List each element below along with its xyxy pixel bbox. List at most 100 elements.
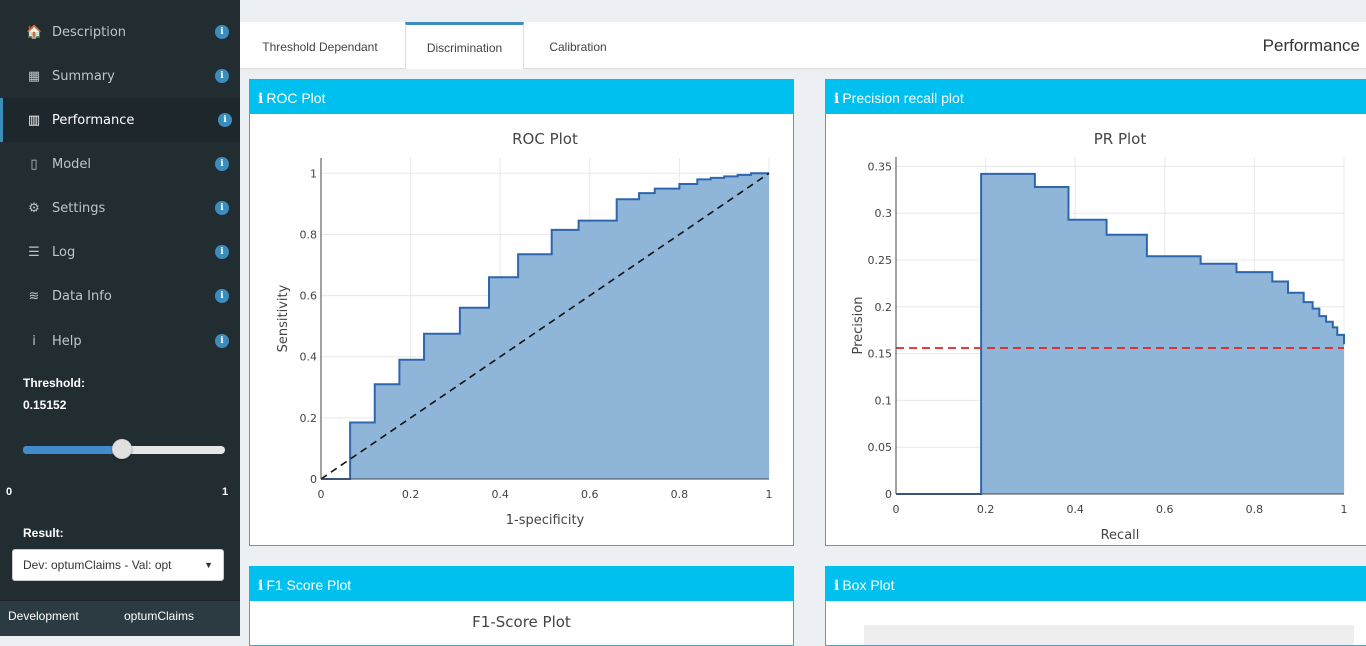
threshold-slider-fill bbox=[23, 446, 122, 454]
y-tick-label: 0.4 bbox=[300, 351, 318, 364]
box-plot-box-title: Box Plot bbox=[842, 577, 895, 593]
y-axis-label: Sensitivity bbox=[276, 284, 291, 352]
y-axis-label: Precision bbox=[851, 296, 866, 354]
pr-chart: PR Plot 0 0.2 0.4 0.6 0.8 1 0 0.05 0.1 0.15 0.2 0.25… bbox=[851, 130, 1348, 543]
sidebar-item-log[interactable]: ☰ Log i bbox=[0, 230, 240, 274]
sidebar-item-label: Description bbox=[52, 24, 127, 40]
box-plot-box: i Box Plot bbox=[825, 566, 1366, 646]
info-icon[interactable]: i bbox=[215, 157, 229, 171]
sidebar-item-label: Model bbox=[52, 156, 92, 172]
x-tick-label: 1 bbox=[766, 488, 773, 501]
chart-title: PR Plot bbox=[1094, 130, 1147, 148]
x-tick-label: 0.2 bbox=[402, 488, 420, 501]
sidebar-item-model[interactable]: ▯ Model i bbox=[0, 142, 240, 186]
info-icon: i bbox=[32, 333, 36, 349]
info-icon[interactable]: i bbox=[215, 289, 229, 303]
x-tick-label: 0 bbox=[318, 488, 325, 501]
y-tick-label: 0.1 bbox=[875, 394, 893, 407]
info-icon[interactable]: i bbox=[258, 578, 264, 594]
bottom-label-development: Development bbox=[8, 609, 79, 623]
y-tick-label: 0 bbox=[885, 488, 892, 501]
bottom-label-database: optumClaims bbox=[124, 609, 195, 623]
info-icon[interactable]: i bbox=[215, 334, 229, 348]
database-icon: ≋ bbox=[28, 288, 40, 304]
box-plot-area bbox=[864, 625, 1354, 645]
x-tick-label: 0.6 bbox=[581, 488, 599, 501]
sidebar-item-label: Settings bbox=[52, 200, 106, 216]
x-axis-label: Recall bbox=[1101, 528, 1140, 543]
f1-plot-box-title: F1 Score Plot bbox=[266, 577, 352, 593]
pr-plot-box-title: Precision recall plot bbox=[842, 90, 964, 106]
sidebar-item-settings[interactable]: ⚙ Settings i bbox=[0, 186, 240, 230]
x-tick-label: 0.8 bbox=[1246, 503, 1264, 516]
slider-min-label: 0 bbox=[6, 486, 13, 498]
x-tick-label: 0.4 bbox=[1066, 503, 1084, 516]
y-tick-label: 0.2 bbox=[300, 412, 318, 425]
bar-chart-icon: ▥ bbox=[27, 112, 41, 128]
result-label: Result: bbox=[23, 526, 64, 540]
caret-down-icon: ▼ bbox=[204, 560, 213, 570]
roc-chart: ROC Plot 0 0.2 0.4 0.6 0.8 1 0 0.2 0.4 0.6 0.8 1 1-sp… bbox=[276, 130, 773, 528]
sidebar-item-label: Log bbox=[52, 244, 76, 260]
threshold-value: 0.15152 bbox=[23, 398, 67, 412]
y-tick-label: 0.2 bbox=[875, 301, 893, 314]
slider-max-label: 1 bbox=[222, 486, 229, 498]
clipboard-icon: ▯ bbox=[30, 156, 38, 172]
info-icon[interactable]: i bbox=[834, 578, 840, 594]
info-icon[interactable]: i bbox=[215, 69, 229, 83]
x-tick-label: 0 bbox=[893, 503, 900, 516]
sidebar-item-performance[interactable]: ▥ Performance i bbox=[0, 98, 240, 142]
list-icon: ☰ bbox=[28, 244, 40, 260]
y-tick-label: 0.15 bbox=[868, 348, 893, 361]
sidebar-item-summary[interactable]: ▦ Summary i bbox=[0, 54, 240, 98]
x-tick-label: 0.8 bbox=[671, 488, 689, 501]
tab-threshold-dependant[interactable]: Threshold Dependant bbox=[262, 40, 378, 54]
sidebar-item-label: Data Info bbox=[52, 288, 112, 304]
roc-plot-box: i ROC Plot ROC Plot 0 0.2 0.4 0.6 0.8 1 0 0.2 0.4 0… bbox=[249, 79, 794, 546]
y-tick-label: 0 bbox=[310, 473, 317, 486]
page-title: Performance bbox=[1262, 36, 1360, 55]
sidebar-item-description[interactable]: 🏠 Description i bbox=[0, 10, 240, 54]
chart-title: ROC Plot bbox=[512, 130, 578, 148]
threshold-slider-handle[interactable] bbox=[111, 439, 132, 459]
home-icon: 🏠 bbox=[26, 24, 43, 40]
x-tick-label: 0.4 bbox=[491, 488, 509, 501]
threshold-label: Threshold: bbox=[23, 376, 85, 390]
info-icon[interactable]: i bbox=[218, 113, 232, 127]
tab-calibration[interactable]: Calibration bbox=[549, 40, 607, 54]
info-icon[interactable]: i bbox=[215, 245, 229, 259]
x-tick-label: 0.6 bbox=[1156, 503, 1174, 516]
y-tick-label: 0.3 bbox=[875, 207, 893, 220]
sidebar-item-label: Performance bbox=[52, 112, 135, 128]
info-icon[interactable]: i bbox=[215, 25, 229, 39]
series-line bbox=[321, 172, 769, 480]
y-tick-label: 0.25 bbox=[868, 254, 893, 267]
y-tick-label: 0.05 bbox=[868, 441, 893, 454]
gear-icon: ⚙ bbox=[28, 200, 40, 216]
x-axis-label: 1-specificity bbox=[506, 513, 585, 528]
sidebar-item-label: Help bbox=[52, 333, 82, 349]
box-plot-box-header: i Box Plot bbox=[826, 567, 1366, 601]
pr-plot-box-header: i Precision recall plot bbox=[826, 80, 1366, 114]
area-fill bbox=[896, 173, 1344, 494]
tab-bar: Threshold Dependant Discrimination Calib… bbox=[240, 22, 1366, 69]
info-icon[interactable]: i bbox=[215, 201, 229, 215]
info-icon[interactable]: i bbox=[834, 91, 840, 107]
tab-discrimination[interactable]: Discrimination bbox=[405, 22, 524, 69]
sidebar-item-label: Summary bbox=[52, 68, 115, 84]
top-strip bbox=[240, 0, 1366, 22]
f1-plot-box: i F1 Score Plot F1-Score Plot bbox=[249, 566, 794, 646]
diagonal-reference-line bbox=[320, 172, 770, 480]
sidebar-item-data-info[interactable]: ≋ Data Info i bbox=[0, 274, 240, 318]
sidebar-item-help[interactable]: i Help i bbox=[0, 319, 240, 363]
info-icon[interactable]: i bbox=[258, 91, 264, 107]
x-tick-label: 1 bbox=[1341, 503, 1348, 516]
roc-plot-box-title: ROC Plot bbox=[266, 90, 326, 106]
series-line bbox=[896, 172, 1345, 495]
y-tick-label: 0.8 bbox=[300, 228, 318, 241]
result-select-value: Dev: optumClaims - Val: opt bbox=[23, 558, 172, 572]
roc-plot-box-header: i ROC Plot bbox=[250, 80, 793, 114]
y-tick-label: 1 bbox=[310, 167, 317, 180]
result-select[interactable]: Dev: optumClaims - Val: opt ▼ bbox=[12, 549, 224, 581]
f1-plot-box-header: i F1 Score Plot bbox=[250, 567, 793, 601]
